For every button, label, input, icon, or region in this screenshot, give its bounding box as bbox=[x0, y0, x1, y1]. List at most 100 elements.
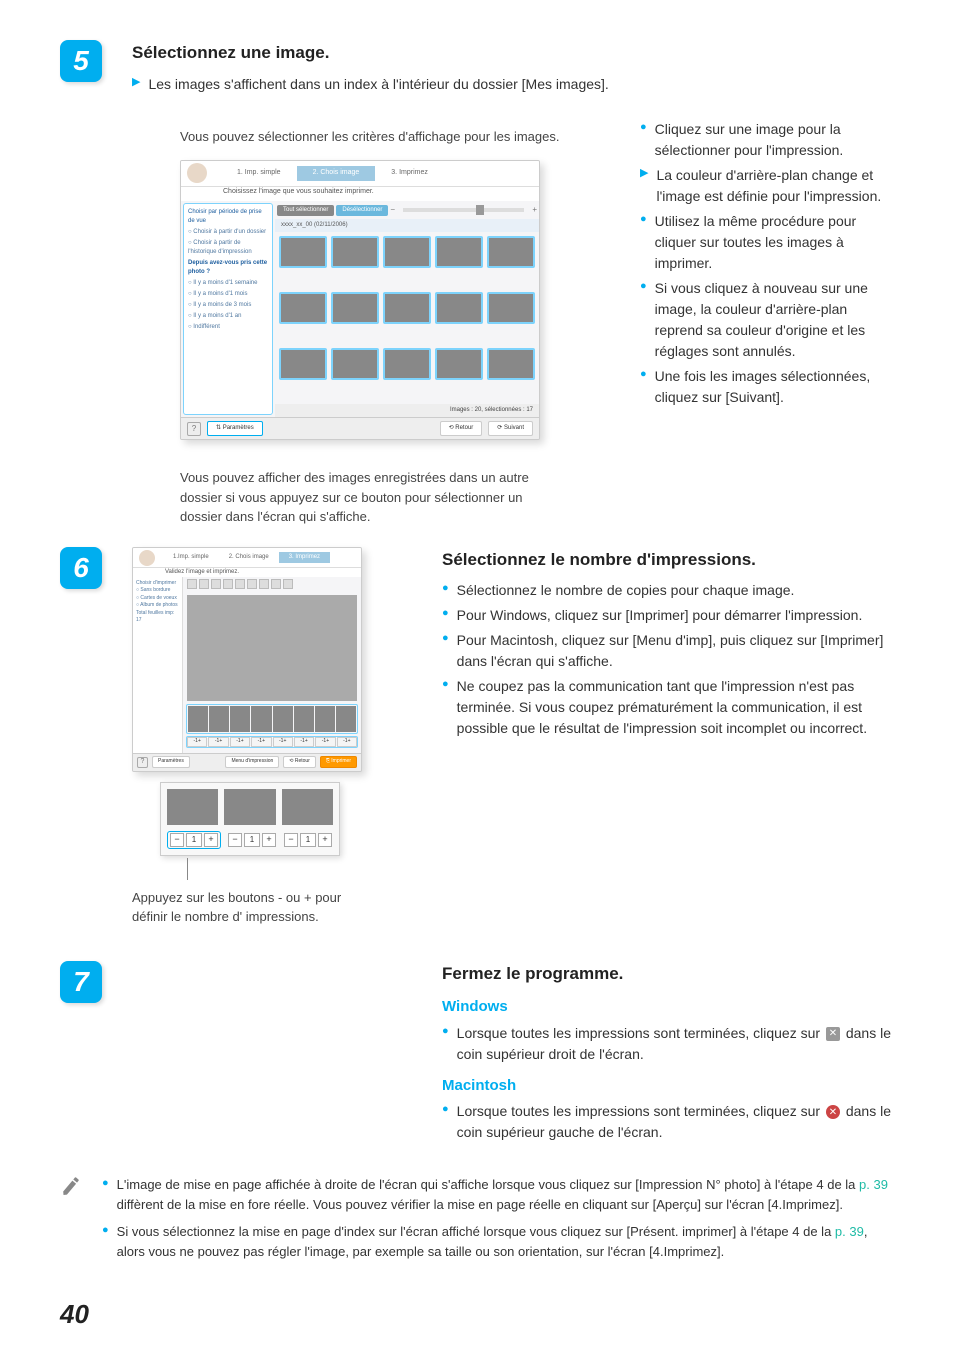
footnote-1: L'image de mise en page affichée à droit… bbox=[102, 1175, 894, 1214]
thumbnail[interactable] bbox=[331, 292, 379, 324]
scr1-side-opt[interactable]: ○ Il y a moins d'1 an bbox=[188, 312, 268, 321]
scr1-side-opt[interactable]: ○ Choisir à partir d'un dossier bbox=[188, 228, 268, 237]
count-cell[interactable]: -1+ bbox=[208, 737, 228, 747]
scr1-deselect-button[interactable]: Désélectionner bbox=[336, 205, 388, 216]
tool-icon[interactable] bbox=[259, 579, 269, 589]
scr2-params-button[interactable]: Paramètres bbox=[152, 756, 190, 768]
thumbnail[interactable] bbox=[435, 348, 483, 380]
thumbnail[interactable] bbox=[383, 292, 431, 324]
thumbnail[interactable] bbox=[251, 706, 271, 732]
minus-button[interactable]: − bbox=[228, 833, 242, 847]
scr2-side-opt[interactable]: ○ Cartes de voeux bbox=[136, 595, 179, 603]
count-cell[interactable]: -1+ bbox=[230, 737, 250, 747]
thumbnail[interactable] bbox=[487, 348, 535, 380]
thumbnail[interactable] bbox=[279, 236, 327, 268]
step-6-badge: 6 bbox=[60, 547, 102, 589]
thumbnail[interactable] bbox=[383, 348, 431, 380]
plus-button[interactable]: + bbox=[318, 833, 332, 847]
step-7-windows-heading: Windows bbox=[442, 996, 894, 1019]
count-value: 1 bbox=[244, 833, 260, 847]
thumbnail[interactable] bbox=[336, 706, 356, 732]
thumbnail[interactable] bbox=[279, 348, 327, 380]
thumbnail[interactable] bbox=[435, 292, 483, 324]
scr2-tab-3[interactable]: 3. Imprimez bbox=[279, 552, 330, 563]
page-link[interactable]: p. 39 bbox=[835, 1224, 864, 1239]
plus-button[interactable]: + bbox=[204, 833, 218, 847]
help-icon[interactable]: ? bbox=[187, 422, 201, 436]
thumbnail[interactable] bbox=[230, 706, 250, 732]
page-number: 40 bbox=[60, 1295, 894, 1334]
count-cell[interactable]: -1+ bbox=[273, 737, 293, 747]
scr1-back-button[interactable]: ⟲ Retour bbox=[440, 421, 483, 436]
close-circle-icon: ✕ bbox=[826, 1105, 840, 1119]
scr1-folder-path: xxxx_xx_00 (02/11/2006) bbox=[275, 219, 539, 232]
step-6-bullet: Pour Windows, cliquez sur [Imprimer] pou… bbox=[442, 605, 894, 626]
scr2-count-row: -1+-1+-1+-1+-1+-1+-1+-1+ bbox=[186, 736, 358, 748]
tool-icon[interactable] bbox=[283, 579, 293, 589]
step-5-heading: Sélectionnez une image. bbox=[132, 40, 894, 66]
tool-icon[interactable] bbox=[271, 579, 281, 589]
step-6-heading: Sélectionnez le nombre d'impressions. bbox=[442, 547, 894, 573]
step-6-caption: Appuyez sur les boutons - ou + pour défi… bbox=[132, 888, 372, 927]
count-cell[interactable]: -1+ bbox=[187, 737, 207, 747]
thumbnail[interactable] bbox=[487, 236, 535, 268]
scr1-select-all-button[interactable]: Tout sélectionner bbox=[277, 205, 334, 216]
scr2-tab-1[interactable]: 1.Imp. simple bbox=[163, 552, 219, 563]
scr2-tab-2[interactable]: 2. Chois image bbox=[219, 552, 279, 563]
minus-button[interactable]: − bbox=[284, 833, 298, 847]
scr2-menu-button[interactable]: Menu d'impression bbox=[225, 756, 279, 768]
count-cell[interactable]: -1+ bbox=[337, 737, 357, 747]
scr1-tab-1[interactable]: 1. Imp. simple bbox=[221, 166, 297, 181]
scr2-back-button[interactable]: ⟲ Retour bbox=[283, 756, 316, 768]
scr2-side-opt[interactable]: ○ Sans bordure bbox=[136, 587, 179, 595]
thumbnail[interactable] bbox=[315, 706, 335, 732]
tool-icon[interactable] bbox=[211, 579, 221, 589]
step-5-intro: Les images s'affichent dans un index à l… bbox=[132, 74, 894, 95]
scr1-tab-3[interactable]: 3. Imprimez bbox=[375, 166, 444, 181]
scr1-next-button[interactable]: ⟳ Suivant bbox=[488, 421, 533, 436]
count-cell[interactable]: -1+ bbox=[294, 737, 314, 747]
tool-icon[interactable] bbox=[223, 579, 233, 589]
scr2-toolbar bbox=[185, 579, 359, 593]
thumbnail[interactable] bbox=[279, 292, 327, 324]
thumbnail[interactable] bbox=[273, 706, 293, 732]
tool-icon[interactable] bbox=[199, 579, 209, 589]
minus-button[interactable]: − bbox=[170, 833, 184, 847]
thumbnail[interactable] bbox=[383, 236, 431, 268]
step-7-heading: Fermez le programme. bbox=[442, 961, 894, 987]
scr1-side-opt[interactable]: ○ Indifférent bbox=[188, 323, 268, 332]
thumbnail[interactable] bbox=[487, 292, 535, 324]
count-cell[interactable]: -1+ bbox=[251, 737, 271, 747]
detail-thumbnail bbox=[167, 789, 218, 825]
scr2-print-button[interactable]: ⎘ Imprimer bbox=[320, 756, 357, 768]
scr2-side-opt[interactable]: ○ Album de photos bbox=[136, 602, 179, 610]
thumbnail[interactable] bbox=[331, 348, 379, 380]
scr1-side-h[interactable]: Choisir par période de prise de vue bbox=[188, 208, 268, 226]
step-5-columns: Vous pouvez sélectionner les critères d'… bbox=[60, 119, 894, 541]
scr1-side-opt[interactable]: ○ Il y a moins de 3 mois bbox=[188, 301, 268, 310]
thumbnail[interactable] bbox=[435, 236, 483, 268]
count-cell[interactable]: -1+ bbox=[315, 737, 335, 747]
step-6-bullet: Pour Macintosh, cliquez sur [Menu d'imp]… bbox=[442, 630, 894, 672]
tool-icon[interactable] bbox=[235, 579, 245, 589]
scr1-side-opt[interactable]: ○ Choisir à partir de l'historique d'imp… bbox=[188, 239, 268, 257]
thumbnail[interactable] bbox=[294, 706, 314, 732]
thumbnail[interactable] bbox=[209, 706, 229, 732]
step-7-mac-bullet: Lorsque toutes les impressions sont term… bbox=[442, 1101, 894, 1143]
thumbnail[interactable] bbox=[331, 236, 379, 268]
help-icon[interactable]: ? bbox=[137, 757, 148, 768]
scr1-side-opt[interactable]: ○ Il y a moins d'1 mois bbox=[188, 290, 268, 299]
scr1-zoom-slider[interactable] bbox=[403, 208, 524, 212]
step-6-bullet: Ne coupez pas la communication tant que … bbox=[442, 676, 894, 739]
scr1-tab-2[interactable]: 2. Chois image bbox=[297, 166, 376, 181]
page-link[interactable]: p. 39 bbox=[859, 1177, 888, 1192]
thumbnail[interactable] bbox=[188, 706, 208, 732]
tool-icon[interactable] bbox=[247, 579, 257, 589]
scr1-params-button[interactable]: ⇅ Paramètres bbox=[207, 421, 263, 436]
tool-icon[interactable] bbox=[187, 579, 197, 589]
scr1-side-opt[interactable]: ○ Il y a moins d'1 semaine bbox=[188, 279, 268, 288]
count-value: 1 bbox=[300, 833, 316, 847]
scr1-sidebar: Choisir par période de prise de vue ○ Ch… bbox=[183, 203, 273, 415]
plus-button[interactable]: + bbox=[262, 833, 276, 847]
step-6-detail-inset: − 1 + − 1 + − 1 + bbox=[160, 782, 340, 856]
